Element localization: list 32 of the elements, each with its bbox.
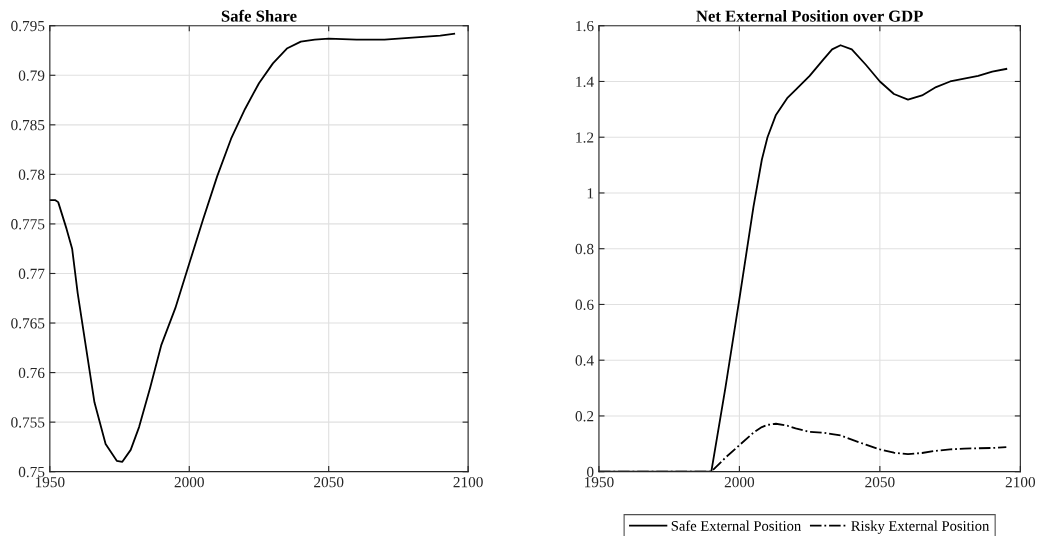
x-tick-label: 1950 <box>35 476 65 488</box>
y-tick-label: 0.78 <box>18 169 45 180</box>
x-tick-label: 2050 <box>314 476 344 488</box>
y-tick-label: 0.76 <box>18 367 45 379</box>
y-tick-label: 0.75 <box>18 466 45 478</box>
x-tick-label: 2000 <box>174 476 204 488</box>
y-tick-label: 0.77 <box>18 268 45 279</box>
x-tick-label: 2050 <box>865 476 895 488</box>
x-tick-label: 2100 <box>453 476 483 488</box>
y-tick-label: 0.4 <box>575 355 594 366</box>
y-tick-label: 0.79 <box>18 70 45 81</box>
x-tick-label: 2100 <box>1005 476 1036 488</box>
x-tick-label: 2000 <box>724 476 755 488</box>
y-tick-label: 0 <box>587 466 594 478</box>
chart-title: Safe Share <box>221 9 297 22</box>
y-tick-label: 0.2 <box>575 411 594 422</box>
legend-label: Safe External Position <box>671 520 801 531</box>
x-tick-label: 1950 <box>584 476 614 488</box>
y-tick-label: 0.765 <box>11 318 45 329</box>
chart-title: Net External Position over GDP <box>696 10 923 22</box>
y-tick-label: 0.6 <box>575 299 594 310</box>
y-tick-label: 0.795 <box>11 20 45 32</box>
line-series <box>49 32 456 463</box>
y-tick-label: 0.755 <box>11 417 45 428</box>
y-tick-label: 1.2 <box>576 132 594 143</box>
y-tick-label: 0.775 <box>11 219 45 230</box>
y-tick-label: 0.785 <box>11 119 45 131</box>
legend-label: Risky External Position <box>851 520 990 534</box>
y-tick-label: 1.4 <box>576 76 594 87</box>
y-tick-label: 1 <box>587 188 594 199</box>
y-tick-label: 1.6 <box>576 20 594 32</box>
y-tick-label: 0.8 <box>575 243 594 255</box>
